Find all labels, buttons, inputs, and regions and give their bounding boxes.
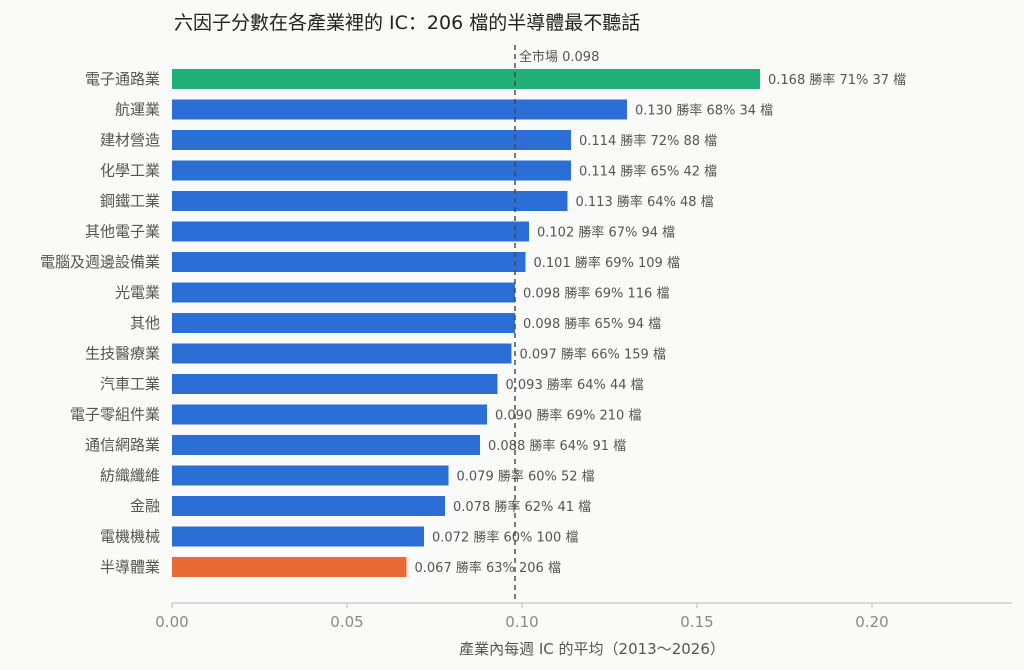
bar [172,374,498,394]
bar [172,160,571,181]
bar [172,404,487,425]
bar [172,221,529,242]
bar [172,99,627,120]
category-label: 汽車工業 [100,375,160,393]
bar [172,69,760,89]
bar-value-label: 0.090 勝率 69% 210 檔 [495,408,641,424]
bar-value-label: 0.097 勝率 66% 159 檔 [520,347,666,363]
bar-value-label: 0.072 勝率 60% 100 檔 [432,530,578,546]
category-label: 建材營造 [100,131,160,149]
bar [172,435,480,455]
bar-value-label: 0.114 勝率 72% 88 檔 [579,133,717,149]
bar-value-label: 0.113 勝率 64% 48 檔 [576,194,714,210]
bar-value-label: 0.088 勝率 64% 91 檔 [488,438,626,454]
reference-line-label: 全市場 0.098 [519,49,599,65]
bar [172,252,526,272]
x-tick-label: 0.05 [330,613,363,631]
category-label: 化學工業 [100,162,160,180]
category-label: 半導體業 [100,558,160,576]
bar [172,282,515,303]
bar-value-label: 0.102 勝率 67% 94 檔 [537,225,675,241]
x-tick-label: 0.10 [505,613,538,631]
bar [172,343,512,364]
x-tick-label: 0.00 [155,613,188,631]
bar-value-label: 0.168 勝率 71% 37 檔 [768,72,906,88]
category-label: 鋼鐵工業 [100,192,160,210]
bar [172,526,424,547]
category-label: 紡織纖維 [100,467,160,485]
bar-value-label: 0.078 勝率 62% 41 檔 [453,499,591,515]
category-label: 生技醫療業 [85,345,160,363]
category-label: 電子通路業 [85,70,160,88]
x-axis-title: 產業內每週 IC 的平均（2013～2026） [459,640,725,658]
category-label: 光電業 [115,284,160,302]
bar [172,496,445,516]
bar-value-label: 0.093 勝率 64% 44 檔 [506,377,644,393]
category-label: 電機機械 [100,528,160,546]
category-label: 其他 [130,314,160,332]
bar-value-label: 0.101 勝率 69% 109 檔 [534,255,680,271]
category-label: 其他電子業 [85,223,160,241]
bar-value-label: 0.098 勝率 65% 94 檔 [523,316,661,332]
category-label: 電腦及週邊設備業 [40,253,160,271]
category-label: 金融 [130,497,160,515]
bar-value-label: 0.067 勝率 63% 206 檔 [415,560,561,576]
bar-value-label: 0.130 勝率 68% 34 檔 [635,103,773,119]
bar [172,130,571,150]
x-tick-label: 0.20 [855,613,888,631]
category-label: 航運業 [115,101,160,119]
category-label: 通信網路業 [85,436,160,454]
bar-value-label: 0.079 勝率 60% 52 檔 [457,469,595,485]
x-tick-label: 0.15 [680,613,713,631]
bar [172,465,449,486]
bar-value-label: 0.098 勝率 69% 116 檔 [523,286,669,302]
bar [172,191,568,211]
bar [172,557,407,577]
bar [172,313,515,333]
bar-value-label: 0.114 勝率 65% 42 檔 [579,164,717,180]
category-label: 電子零組件業 [70,406,160,424]
chart-title: 六因子分數在各產業裡的 IC：206 檔的半導體最不聽話 [174,12,641,34]
